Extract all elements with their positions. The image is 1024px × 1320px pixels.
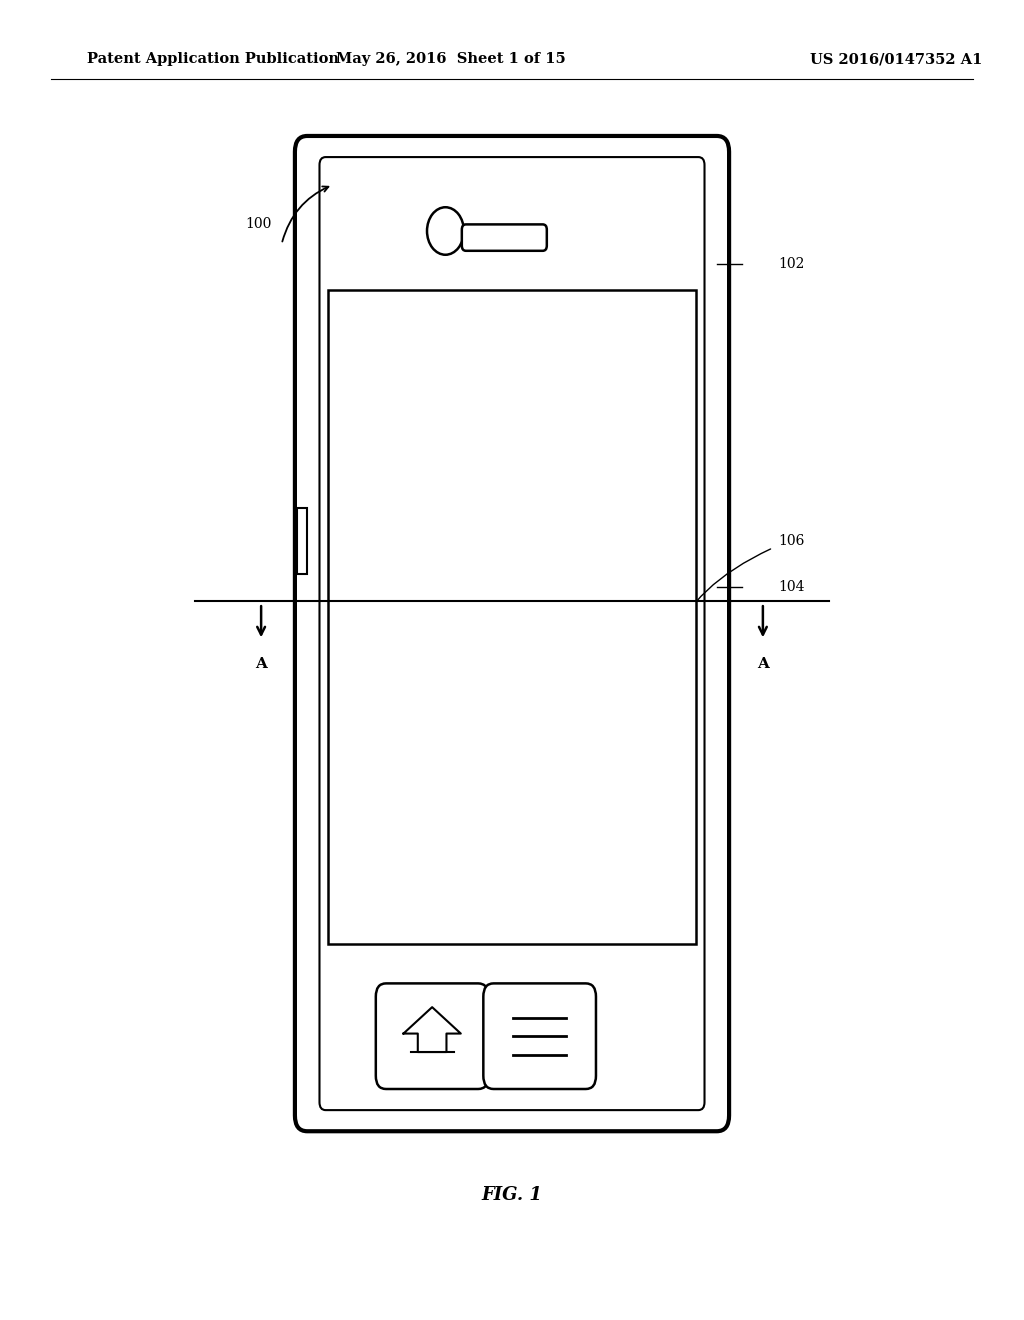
Bar [297,508,307,574]
Polygon shape [403,1007,461,1052]
FancyBboxPatch shape [462,224,547,251]
Text: 102: 102 [778,257,805,271]
Bar [328,290,696,944]
Text: A: A [757,657,769,672]
FancyBboxPatch shape [376,983,488,1089]
FancyBboxPatch shape [319,157,705,1110]
Circle shape [427,207,464,255]
Text: 104: 104 [778,581,805,594]
Text: Patent Application Publication: Patent Application Publication [87,53,339,66]
Text: A: A [255,657,267,672]
FancyBboxPatch shape [483,983,596,1089]
Text: FIG. 1: FIG. 1 [481,1185,543,1204]
FancyBboxPatch shape [295,136,729,1131]
Text: May 26, 2016  Sheet 1 of 15: May 26, 2016 Sheet 1 of 15 [336,53,565,66]
Text: US 2016/0147352 A1: US 2016/0147352 A1 [810,53,982,66]
Text: 100: 100 [245,216,271,231]
Text: 106: 106 [778,535,805,548]
